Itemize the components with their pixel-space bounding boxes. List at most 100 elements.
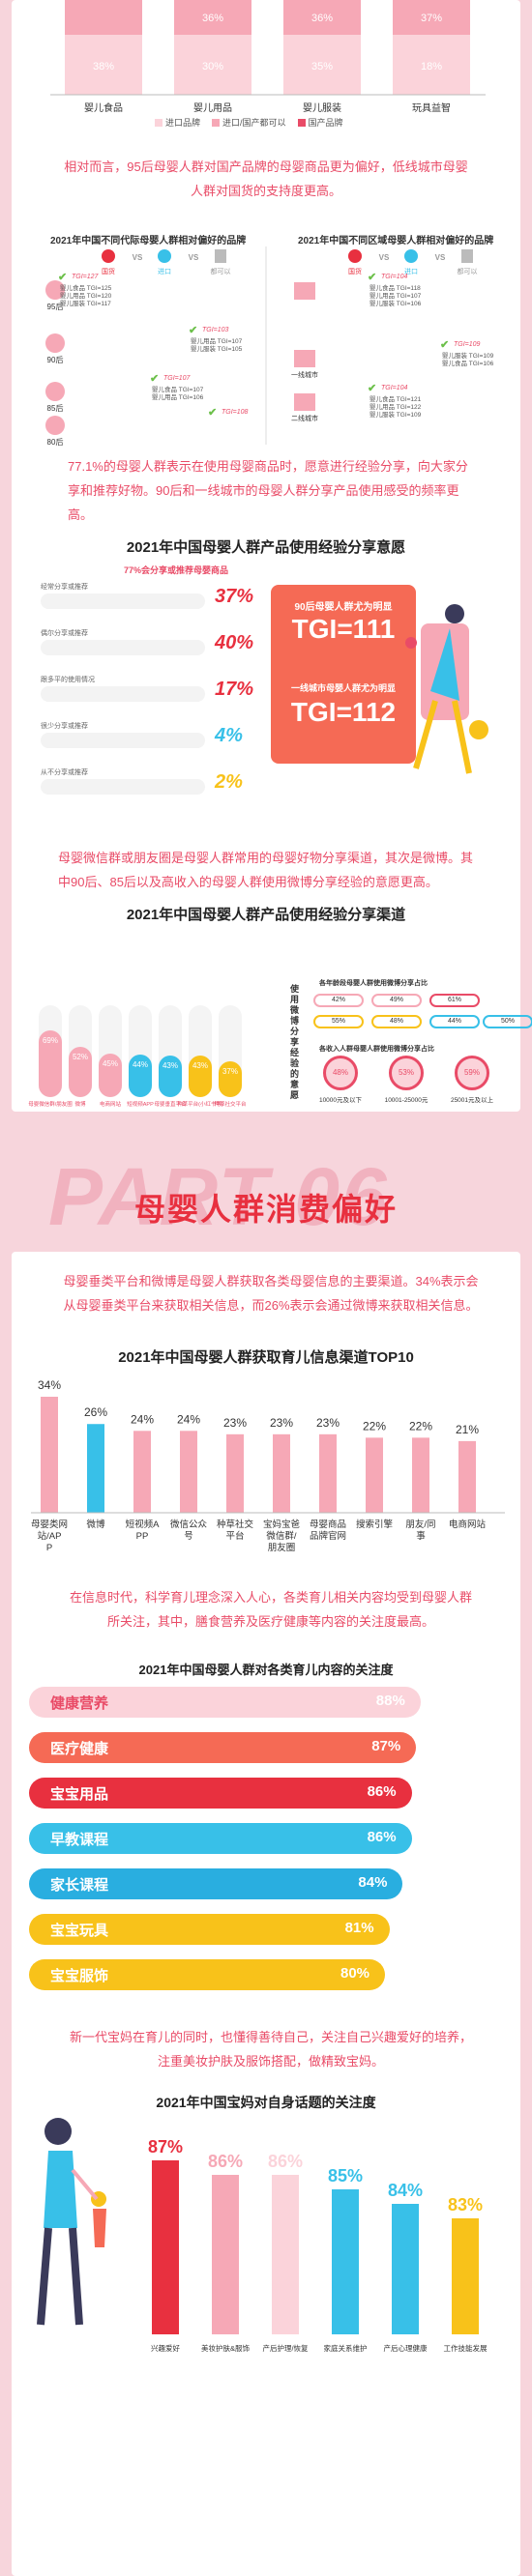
top10-name-3-0: 微信公众 bbox=[170, 1519, 208, 1530]
share-label-0: 经常分享或推荐 bbox=[41, 584, 88, 591]
share-value-4: 2% bbox=[215, 771, 243, 793]
top10-name-3-1: 号 bbox=[184, 1531, 193, 1542]
top10-name-1-0: 微博 bbox=[86, 1519, 105, 1530]
gen-label-2: 85后 bbox=[47, 403, 64, 413]
income-circles: 48% 10000元及以下 53% 10001-25000元 59% 25001元及以上 bbox=[313, 1056, 507, 1112]
brand-preference-stacked-chart: 38% 婴儿食品 36% 30% 婴儿用品 36% 35% 婴儿服装 37% 18% 玩具益智 bbox=[50, 0, 486, 114]
age-pill-5: 44% bbox=[429, 1015, 480, 1028]
channel-value-6: 37% bbox=[222, 1067, 238, 1076]
top10-name-6-1: 品牌官网 bbox=[310, 1530, 346, 1542]
top10-name-4-1: 平台 bbox=[225, 1530, 244, 1542]
head-any: 都可以 bbox=[211, 268, 231, 275]
share-willingness-title: 2021年中国母婴人群产品使用经验分享意愿 bbox=[126, 539, 406, 556]
channel-value-3: 44% bbox=[133, 1060, 148, 1069]
share-track-1 bbox=[41, 640, 205, 655]
legend-text-1: 进口/国产都可以 bbox=[222, 118, 286, 128]
top10-name-2-0: 短视频A bbox=[126, 1519, 161, 1530]
paragraph-5: 在信息时代，科学育儿理念深入人心，各类育儿相关内容均受到母婴人群所关注，其中，膳… bbox=[69, 1590, 472, 1629]
city-line-0-1: 婴儿用品 TGI=107 bbox=[369, 292, 422, 300]
bar-segment-3-mid bbox=[393, 35, 470, 95]
top10-name-5-0: 宝妈宝爸 bbox=[263, 1519, 301, 1530]
bar-mid-label-0: 38% bbox=[93, 61, 114, 72]
content-value-2: 86% bbox=[367, 1783, 397, 1800]
self-name-2: 产后护理/恢复 bbox=[262, 2343, 309, 2353]
category-label-3: 玩具益智 bbox=[412, 101, 451, 114]
channel-bar-3 bbox=[129, 1055, 152, 1097]
content-name-5: 宝宝玩具 bbox=[50, 1923, 109, 1939]
content-value-5: 81% bbox=[344, 1920, 374, 1936]
content-value-6: 80% bbox=[340, 1965, 370, 1982]
bar-segment-2-top bbox=[283, 0, 361, 35]
self-value-1: 86% bbox=[208, 2152, 243, 2171]
city-line-2-1: 婴儿用品 TGI=122 bbox=[369, 403, 422, 411]
share-track-3 bbox=[41, 733, 205, 748]
generation-brand-title: 2021年中国不同代际母婴人群相对偏好的品牌 bbox=[50, 236, 247, 246]
content-name-2: 宝宝用品 bbox=[50, 1786, 109, 1803]
gen-line-2-0: 婴儿食品 TGI=107 bbox=[152, 385, 204, 393]
age-pill-1: 49% bbox=[371, 994, 422, 1007]
top10-bar-0 bbox=[41, 1397, 58, 1513]
city-tgi-2: TGI=104 bbox=[381, 385, 408, 391]
self-name-3: 家庭关系维护 bbox=[324, 2343, 368, 2353]
self-bar-4 bbox=[392, 2204, 419, 2334]
channel-bar-6 bbox=[219, 1061, 242, 1097]
gen-tgi-2: TGI=107 bbox=[163, 375, 192, 382]
top10-value-9: 21% bbox=[456, 1423, 479, 1436]
heart-icon bbox=[102, 249, 115, 263]
city-line-2-2: 婴儿服装 TGI=109 bbox=[369, 410, 422, 419]
top10-title: 2021年中国母婴人群获取育儿信息渠道TOP10 bbox=[118, 1349, 414, 1366]
legend-item-2: 国产品牌 bbox=[297, 116, 343, 129]
self-bar-0 bbox=[152, 2160, 179, 2334]
bar-mid-label-1: 30% bbox=[202, 61, 223, 72]
top10-name-5-1: 微信群/ bbox=[266, 1530, 297, 1542]
top10-bar-1 bbox=[87, 1424, 104, 1513]
share-channel-title: 2021年中国母婴人群产品使用经验分享渠道 bbox=[126, 907, 406, 923]
head-import: 进口 bbox=[404, 268, 418, 275]
paragraph-1: 相对而言，95后母婴人群对国产品牌的母婴商品更为偏好，低线城市母婴人群对国货的支… bbox=[64, 159, 468, 198]
top10-value-5: 23% bbox=[270, 1416, 293, 1430]
city-check-icon-2: ✔ bbox=[368, 383, 376, 394]
channel-name-1: 微博 bbox=[74, 1100, 86, 1108]
share-willingness-list: 经常分享或推荐 37% 偶尔分享或推荐 40% 跟多平的使用情况 17% 很少分享或推荐 4%… bbox=[31, 580, 263, 817]
city-tgi-1: TGI=109 bbox=[454, 341, 481, 348]
self-bar-3 bbox=[332, 2189, 359, 2334]
share-label-1: 偶尔分享或推荐 bbox=[41, 630, 88, 637]
age-pill-2: 61% bbox=[429, 994, 480, 1007]
city-icon-0 bbox=[294, 282, 315, 300]
city-tgi-0: TGI=104 bbox=[381, 274, 408, 280]
top10-value-8: 22% bbox=[409, 1419, 432, 1433]
top10-value-6: 23% bbox=[316, 1416, 340, 1430]
top10-value-7: 22% bbox=[363, 1419, 386, 1433]
city-label-2: 二线城市 bbox=[291, 414, 318, 422]
bar-segment-1-top bbox=[174, 0, 251, 35]
content-bars: 健康营养 88% 医疗健康 87% 宝宝用品 86% 早教课程 86% 家长课程 84% 宝宝玩具 8… bbox=[12, 1687, 520, 2015]
income-circle-2: 59% bbox=[455, 1056, 489, 1090]
income-circle-1: 53% bbox=[389, 1056, 424, 1090]
top10-value-4: 23% bbox=[223, 1416, 247, 1430]
top10-name-0-0: 母婴类网 bbox=[31, 1519, 68, 1530]
self-name-4: 产后心理健康 bbox=[384, 2343, 428, 2353]
share-value-1: 40% bbox=[215, 632, 254, 653]
bar-segment-3-top bbox=[393, 0, 470, 35]
head-vs: VS bbox=[133, 253, 143, 262]
head-vs-2: VS bbox=[189, 253, 199, 262]
content-value-3: 86% bbox=[367, 1829, 397, 1845]
city-brand-title: 2021年中国不同区域母婴人群相对偏好的品牌 bbox=[298, 236, 494, 246]
channel-value-4: 43% bbox=[163, 1061, 178, 1070]
city-line-0-2: 婴儿服装 TGI=106 bbox=[369, 299, 422, 307]
gen-label-3: 80后 bbox=[47, 437, 64, 447]
share-subtitle: 77%会分享或推荐母婴商品 bbox=[124, 565, 229, 575]
check-icon-3: ✔ bbox=[208, 407, 217, 419]
self-topic-title: 2021年中国宝妈对自身话题的关注度 bbox=[156, 2095, 376, 2110]
share-track-2 bbox=[41, 686, 205, 702]
bar-segment-2-mid bbox=[283, 35, 361, 95]
self-name-1: 美妆护肤&服饰 bbox=[201, 2343, 251, 2353]
paragraph-6: 新一代宝妈在育儿的同时，也懂得善待自己，关注自己兴趣爱好的培养，注重美妆护肤及服… bbox=[69, 2030, 472, 2069]
top10-bar-6 bbox=[319, 1433, 337, 1513]
content-bar-1 bbox=[29, 1732, 417, 1763]
city-icon-2 bbox=[294, 393, 315, 411]
avatar-3 bbox=[45, 416, 65, 435]
self-bar-5 bbox=[452, 2218, 479, 2334]
brand-preference-diagram: 国货 VS 进口 VS 都可以 国货 VS 进口 VS 都可以 95后 ✔ TGI=127 婴儿食品 TG… bbox=[45, 246, 494, 447]
gen-line-1-0: 婴儿用品 TGI=107 bbox=[191, 337, 243, 345]
